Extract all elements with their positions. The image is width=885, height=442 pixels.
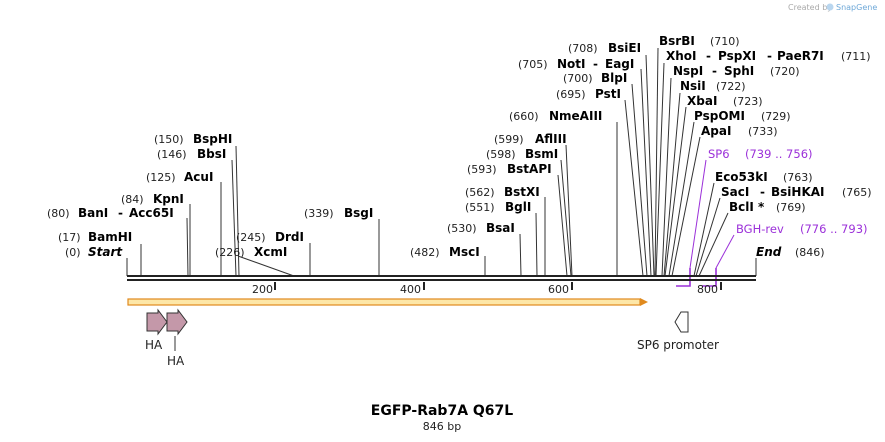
sequence-backbone [127, 275, 756, 281]
map-title: EGFP-Rab7A Q67L [371, 403, 514, 419]
primer-arrow-sp6 [676, 268, 691, 287]
site-label-saci: SacI - BsiHKAI (765) [721, 185, 872, 199]
site-label-xhoi: XhoI - PspXI - PaeR7I (711) [666, 49, 871, 63]
tick-label-600: 600 [548, 283, 569, 296]
tick-label-800: 800 [697, 283, 718, 296]
ha-arrow-1 [146, 308, 168, 336]
site-label-blpi: (700) BlpI [563, 71, 627, 85]
site-label-bstxi: (562) BstXI [465, 185, 540, 199]
site-label-bgli: (551) BglI [465, 200, 531, 214]
snapgene-logo-icon [826, 3, 834, 11]
site-label-acui: (125) AcuI [146, 170, 213, 184]
site-label-bsiei: (708) BsiEI [568, 41, 641, 55]
site-label-bamhi: (17) BamHI [58, 230, 132, 244]
map-length: 846 bp [423, 420, 461, 433]
site-label-eco53ki: Eco53kI (763) [715, 170, 813, 184]
site-label-bsrbi: BsrBI (710) [659, 34, 740, 48]
site-label-bsgi: (339) BsgI [304, 206, 373, 220]
ruler-labels: 200 400 600 800 [252, 283, 718, 296]
ha-feature-arrows [146, 308, 188, 351]
site-label-bstapi: (593) BstAPI [467, 162, 552, 176]
snapgene-brand: SnapGene [836, 3, 877, 12]
site-label-apai: ApaI (733) [701, 124, 778, 138]
primer-label-sp6: SP6 (739 .. 756) [708, 147, 813, 161]
feature-label-sp6-promoter: SP6 promoter [637, 338, 719, 352]
site-label-bsmi: (598) BsmI [486, 147, 558, 161]
site-label-drdi: (245) DrdI [236, 230, 304, 244]
site-label-xbai: XbaI (723) [687, 94, 763, 108]
site-label-kpni: (84) KpnI [121, 192, 184, 206]
site-label-nmeaiii: (660) NmeAIII [509, 109, 602, 123]
site-label-end: End (846) [756, 245, 825, 259]
feature-label-ha-1: HA [145, 338, 163, 352]
tick-label-200: 200 [252, 283, 273, 296]
primer-label-bgh-rev: BGH-rev (776 .. 793) [736, 222, 868, 236]
site-label-bsai: (530) BsaI [447, 221, 515, 235]
tick-label-400: 400 [400, 283, 421, 296]
primer-arrow-bgh-rev [702, 268, 717, 287]
site-label-bcli: BclI * (769) [729, 200, 806, 214]
site-label-start: (0) Start [65, 245, 123, 259]
feature-label-ha-2: HA [167, 354, 185, 368]
primer-arrows [676, 268, 717, 287]
primer-leader-lines [689, 159, 735, 269]
site-label-xcmi: (226) XcmI [215, 245, 287, 259]
site-label-noti: (705) NotI - EagI [518, 57, 634, 71]
orf-arrow [127, 298, 648, 306]
site-label-bani: (80) BanI - Acc65I [47, 206, 174, 220]
credit-text: Created by [788, 3, 832, 12]
primer-labels: SP6 (739 .. 756) BGH-rev (776 .. 793) [708, 147, 868, 236]
site-label-nspi: NspI - SphI (720) [673, 64, 800, 78]
site-label-nsii: NsiI (722) [680, 79, 746, 93]
site-label-psti: (695) PstI [556, 87, 621, 101]
site-leader-lines [126, 47, 757, 277]
site-label-msci: (482) MscI [410, 245, 480, 259]
site-label-pspomi: PspOMI (729) [694, 109, 791, 123]
ha-arrow-2 [166, 308, 188, 336]
site-label-afliii: (599) AflIII [494, 132, 567, 146]
sp6-promoter-arrow [674, 311, 689, 333]
ruler-ticks [274, 282, 722, 290]
site-labels: (0) Start (17) BamHI (80) BanI - Acc65I (84) K… [47, 34, 872, 259]
site-label-bsphi: (150) BspHI [154, 132, 232, 146]
site-label-bbsi: (146) BbsI [157, 147, 226, 161]
